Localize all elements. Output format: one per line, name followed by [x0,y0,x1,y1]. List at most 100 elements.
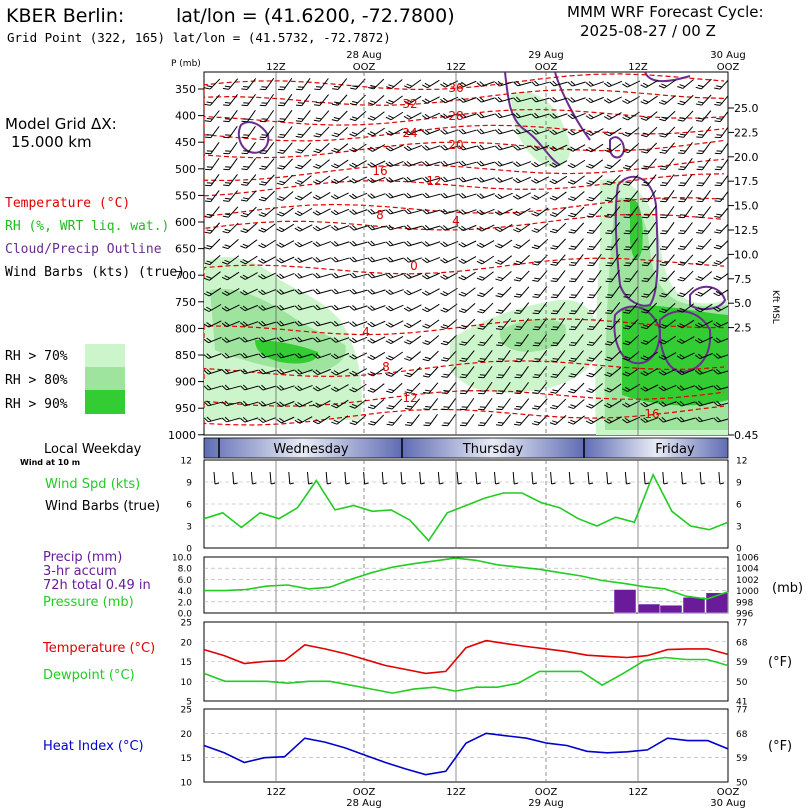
wind-barb-flag [276,228,283,233]
pressure-tick-label: 1000 [168,429,196,442]
wind-barb-flag [643,309,650,312]
wind-barb-flag [313,165,319,169]
wind-barb-flag [679,117,686,120]
wind-barb-flag [479,406,486,408]
wind-barb [677,287,694,298]
wind-barb-flag [588,419,595,423]
wind-barb [550,270,566,283]
wind-barb [294,416,313,424]
wind-barb-flag [276,305,282,311]
wind-barb-shaft [647,254,657,266]
wind-barb-shaft [208,336,222,344]
wind-barb-flag [698,198,705,200]
wind-barb-flag [658,340,665,345]
wind-barb [367,160,386,168]
wind-barb-shaft [609,350,621,362]
wind-barb-shaft [226,288,240,296]
wind-barb-flag [567,198,574,201]
wind-barb-flag [716,150,723,152]
wind-barb-flag [260,243,267,247]
wind-barb [585,143,604,153]
wind-barb-flag [570,163,576,167]
wind-barb-flag [643,132,649,136]
cross-section-wind-barbs [204,77,728,427]
panel-right-tick: 12 [736,457,747,467]
wind-barb-shaft [353,305,368,311]
wind-barb-shaft [519,366,529,378]
temperature-contour [204,360,725,379]
wind-barb-shaft [390,289,404,295]
wind-barb [696,126,712,139]
wind-barb-shaft [519,286,530,298]
wind-barb-flag [714,120,721,123]
wind-barb [312,257,332,263]
wind-barb-flag [496,344,503,347]
wind-barb-shaft [518,223,531,233]
wind-barb-flag [313,119,320,122]
wind-barb-shaft [519,398,530,410]
wind-barb-flag [603,116,610,120]
wind-barb [605,222,621,235]
wind-barb-flag [440,193,446,199]
wind-barb-flag [716,197,723,200]
wind-barb-flag [259,88,266,91]
wind-barb [494,192,513,200]
wind-barb-flag [224,213,231,216]
wind-barb-shaft [409,366,421,378]
wind-barb-flag [279,257,285,263]
wind-barb-flag [243,181,249,184]
wind-barb-flag [367,322,373,328]
wind-barb-flag [258,229,265,233]
wind-barb [585,415,604,425]
wind-barb [568,206,585,218]
wind-barb-shaft [535,145,550,151]
wind-barb-flag [588,229,595,232]
wind-barb-flag [331,404,337,409]
legend-temperature: Temperature (°C) [5,196,130,211]
wind-barb-flag [461,81,467,86]
wind-barb-flag [458,226,464,232]
wind-barb-shaft [428,414,438,426]
wind-barb-shaft [719,94,728,106]
wind-barb-shaft [244,353,259,359]
wind-barb-flag [294,305,300,311]
wind-barb-flag [243,134,250,136]
wind-barb-flag [643,386,649,391]
wind-barb-flag [532,312,539,315]
wind-barb-shaft [553,97,568,103]
wind-barb-flag [277,136,284,139]
surface-wind-barb-shaft [307,471,309,485]
surface-wind-barb-flag [514,482,519,485]
wind-barb-shaft [447,413,457,427]
wind-barb-shaft [462,129,477,135]
wind-barb-shaft [627,111,640,121]
wind-barb-shaft [262,369,277,375]
wind-barb-shaft [246,94,256,106]
surface-wind-barb [344,471,351,485]
wind-barb-flag [367,163,373,168]
wind-barb [441,350,457,362]
wind-barb-flag [552,80,558,86]
wind-barb-flag [351,116,358,120]
wind-barb-flag [550,312,557,315]
wind-barb-flag [586,165,592,169]
wind-barb-shaft [445,287,458,297]
surface-wind-barb-shaft [381,471,384,485]
wind-barb-flag [604,183,611,186]
pressure-tick-label: 950 [175,402,196,415]
wind-barb-shaft [262,353,277,359]
wind-barb [494,177,513,183]
wind-barb-flag [587,248,594,251]
bottom-time-label: 12Z [628,787,648,798]
wind-barb-flag [423,391,429,394]
wind-barb-flag [352,209,358,214]
wind-barb-flag [551,178,558,183]
wind-barb [585,112,604,120]
wind-barb-shaft [465,397,475,411]
wind-barb-shaft [372,144,386,152]
wind-barb-flag [513,145,519,151]
wind-barb-shaft [573,175,585,185]
wind-barb-flag [421,130,428,135]
wind-barb-flag [494,97,500,103]
wind-barb-flag [294,197,301,201]
